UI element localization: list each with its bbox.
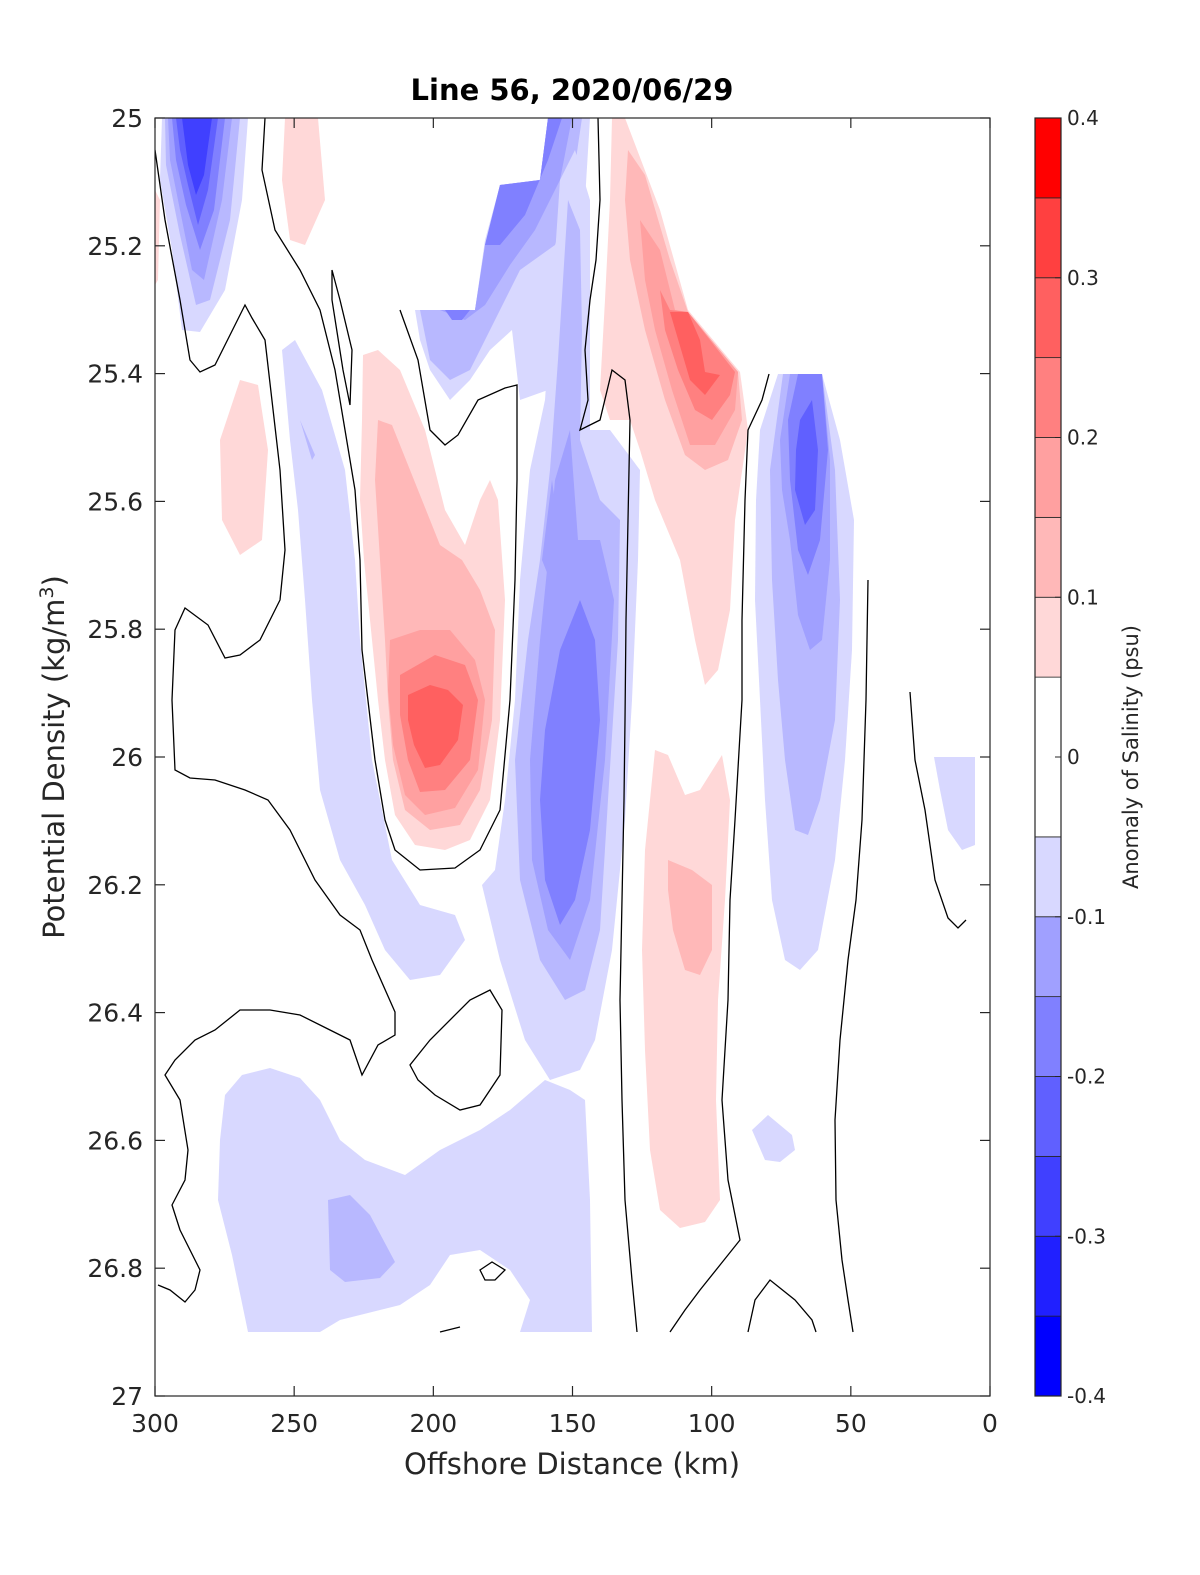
- zero-contour-line: [747, 1279, 817, 1333]
- colorbar-block: [1034, 596, 1062, 678]
- contour-neg-180km-l5: [445, 310, 470, 320]
- colorbar-tick-label: -0.3: [1067, 1224, 1106, 1248]
- colorbar-tick-label: -0.4: [1067, 1384, 1106, 1408]
- colorbar-block: [1034, 516, 1062, 598]
- plot-area: 300 250 200 150 100 50 0 2525.225.425.625.8262…: [87, 104, 998, 1438]
- colorbar-tick-label: 0: [1067, 745, 1080, 769]
- x-axis: 300 250 200 150 100 50 0: [131, 118, 998, 1438]
- zero-contour-line: [439, 1326, 461, 1333]
- colorbar-block: [1034, 916, 1062, 998]
- y-axis-label: Potential Density (kg/m3): [36, 575, 71, 939]
- x-tick-label: 50: [835, 1409, 867, 1438]
- y-axis-label-main: Potential Density (kg/m: [37, 599, 71, 939]
- colorbar-block: [1034, 437, 1062, 518]
- zero-contour-line: [909, 691, 967, 929]
- contour-neg-240km-l2: [300, 420, 315, 460]
- colorbar-tick-label: -0.1: [1067, 905, 1106, 929]
- y-tick-label: 27: [111, 1382, 143, 1411]
- contour-neg-bottom-l1: [218, 1068, 592, 1332]
- y-axis: 25 25.2 25.4 25.6 25.8 26 26.2 26.4 26.6 26.8 27: [87, 104, 990, 1411]
- contour-pos-115km-l1: [642, 750, 730, 1228]
- y-tick-label: 25.2: [87, 232, 143, 261]
- x-tick-label: 150: [549, 1409, 597, 1438]
- y-axis-label-sup: 3: [36, 586, 58, 598]
- y-axis-label-close: ): [37, 575, 71, 586]
- contour-neg-70km-l5: [795, 400, 818, 525]
- chart-title: Line 56, 2020/06/29: [411, 73, 734, 107]
- colorbar-block: [1034, 1155, 1062, 1237]
- colorbar-tick-label: 0.4: [1067, 106, 1099, 130]
- x-tick-label: 100: [688, 1409, 736, 1438]
- contour-pos-200km-l5: [408, 685, 463, 768]
- y-tick-label: 25.8: [87, 615, 143, 644]
- zero-contour-line: [331, 269, 353, 406]
- zero-contour-line: [669, 373, 770, 1333]
- zero-contour-line: [479, 1261, 507, 1281]
- y-tick-label: 26.2: [87, 871, 143, 900]
- colorbar-block: [1034, 1235, 1062, 1317]
- colorbar-tick-label: -0.2: [1067, 1065, 1106, 1089]
- zero-contour-line: [834, 579, 869, 1333]
- y-tick-label: 26: [111, 743, 143, 772]
- y-tick-label: 25.4: [87, 360, 143, 389]
- colorbar-block: [1034, 357, 1062, 438]
- x-tick-label: 250: [270, 1409, 318, 1438]
- colorbar-tick-label: 0.3: [1067, 266, 1099, 290]
- contour-pos-110km-l5: [670, 312, 720, 395]
- colorbar-block: [1034, 117, 1062, 199]
- colorbar-block: [1034, 277, 1062, 359]
- colorbar-tick-label: 0.1: [1067, 585, 1099, 609]
- x-tick-label: 0: [982, 1409, 998, 1438]
- x-tick-label: 300: [131, 1409, 179, 1438]
- contour-neg-150km-l5: [542, 480, 560, 580]
- x-axis-label: Offshore Distance (km): [404, 1447, 740, 1481]
- y-tick-label: 25.6: [87, 487, 143, 516]
- colorbar-label: Anomaly of Salinity (psu): [1119, 625, 1143, 889]
- contour-pos-270km: [220, 380, 268, 555]
- contour-neg-240km-band: [282, 340, 465, 980]
- zero-contour-line: [409, 989, 503, 1111]
- colorbar-tick-label: 0.2: [1067, 426, 1099, 450]
- zero-contour-line: [579, 118, 638, 1333]
- contour-neg-300km-l6: [182, 118, 212, 195]
- colorbar-block: [1034, 996, 1062, 1077]
- contour-neg-bottom-l2: [328, 1195, 395, 1282]
- colorbar-block: [1034, 197, 1062, 279]
- y-tick-label: 26.6: [87, 1126, 143, 1155]
- colorbar-block: [1034, 836, 1062, 918]
- y-tick-label: 26.4: [87, 999, 143, 1028]
- colorbar: 0.4 0.3 0.2 0.1 0 -0.1 -0.2 -0.3 -0.4 Anomaly of…: [1034, 106, 1143, 1408]
- contour-pos-250km-top: [282, 118, 325, 245]
- zero-contour-lines: [155, 118, 967, 1333]
- zero-contour-line: [155, 149, 396, 1303]
- contour-neg-180km-l4: [485, 118, 562, 245]
- contour-neg-150km-l4: [540, 600, 600, 925]
- x-tick-label: 200: [409, 1409, 457, 1438]
- contour-neg-15km: [934, 757, 975, 850]
- contour-pos-115km-l2: [668, 860, 712, 975]
- contour-neg-90km-small: [752, 1115, 795, 1162]
- colorbar-block: [1034, 1076, 1062, 1157]
- y-tick-label: 26.8: [87, 1254, 143, 1283]
- contour-fills: [155, 118, 975, 1333]
- contour-pos-edge-l1: [155, 190, 160, 285]
- zero-contour-line: [261, 118, 518, 871]
- colorbar-block: [1034, 1315, 1062, 1397]
- y-tick-label: 25: [111, 104, 143, 133]
- colorbar-ticks: 0.4 0.3 0.2 0.1 0 -0.1 -0.2 -0.3 -0.4: [1055, 106, 1106, 1408]
